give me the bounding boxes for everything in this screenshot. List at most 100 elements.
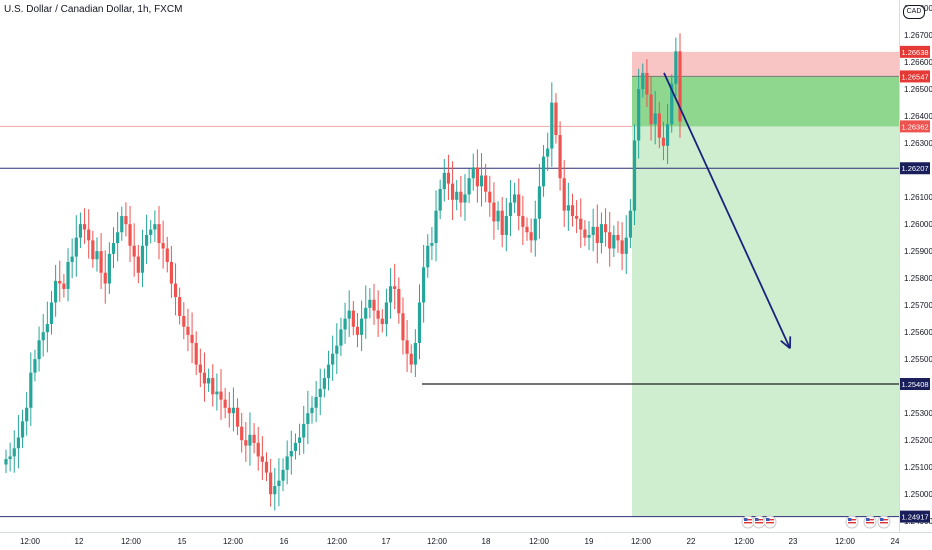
time-tick-label: 23 [789,537,798,546]
time-tick-label: 12:00 [121,537,142,546]
event-flag-stripe [755,519,763,521]
candle-body [111,243,116,254]
candle-body [331,353,335,365]
candle-body [347,310,351,319]
candle-body [124,216,128,225]
candle-body [120,216,124,233]
price-axis[interactable]: 1.268001.267001.266001.265001.264001.263… [904,4,932,526]
candle-body [264,461,269,473]
candle-body [74,237,78,257]
candle-body [202,372,207,384]
price-tick-label: 1.25600 [904,328,932,337]
candle-body [388,286,393,303]
candle-body [632,140,637,211]
candle-body [169,261,173,284]
arrow-head [780,340,791,350]
candle-body [492,202,496,222]
event-flag-stripe [755,522,763,524]
price-tick-label: 1.25800 [904,274,932,283]
candle-body [273,486,277,495]
event-flag-canton [766,518,770,521]
currency-badge[interactable]: CAD [903,5,925,19]
price-label-text: 1.25408 [901,380,928,389]
candle-body [417,302,422,343]
price-labels: 1.26638 1.26547 1.26362 1.26207 1.25408 1.249… [900,45,930,523]
time-tick-label: 12:00 [327,537,348,546]
event-flag-stripe [848,522,856,524]
candle-body [504,216,508,235]
candle-body [310,407,314,414]
candle-body [459,191,463,203]
candle-body [297,437,302,443]
price-tick-label: 1.26600 [904,58,932,67]
candle-body [517,194,521,217]
price-label-box [900,378,930,391]
candle-body [587,234,591,238]
time-tick-label: 12:00 [427,537,448,546]
candle-body [653,113,657,125]
candle-body [550,102,554,149]
price-tick-label: 1.25100 [904,463,932,472]
time-tick-label: 18 [482,537,491,546]
candle-body [384,302,389,325]
candle-body [351,310,355,327]
candle-body [554,102,558,136]
candle-body [103,272,107,284]
candle-body [678,51,682,122]
candle-body [78,224,83,238]
candle-body [178,297,182,316]
candle-body [380,318,384,325]
candle-body [116,232,120,244]
candle-body [25,407,29,422]
candle-body [575,216,579,219]
candle-body [149,229,153,235]
candle-body [595,226,599,244]
candle-body [54,280,58,303]
candle-body [70,256,74,262]
candle-body [33,359,37,373]
time-axis[interactable]: 12:00 12 12:00 15 12:00 16 12:00 17 12:00 18 12:00… [20,537,900,546]
candle-body [364,307,368,319]
price-tick-label: 1.25200 [904,436,932,445]
candle-body [397,288,401,314]
price-tick-label: 1.25000 [904,490,932,499]
candle-body [16,437,21,449]
candle-body [293,442,298,451]
candle-body [413,342,417,365]
event-flag-stripe [866,522,874,524]
candle-body [326,364,331,379]
candle-body [99,251,103,273]
candle-body [107,253,111,284]
candle-body [157,224,161,244]
candle-body [591,226,595,235]
candle-body [533,218,537,241]
event-flag-icon [863,515,877,529]
candle-body [41,332,45,341]
price-tick-label: 1.25900 [904,247,932,256]
event-flag-stripe [744,522,752,524]
price-tick-label: 1.25300 [904,409,932,418]
candle-body [393,286,397,289]
event-flag-stripe [744,519,752,521]
candle-body [529,232,533,241]
candle-body [442,172,446,190]
price-tick-label: 1.26700 [904,31,932,40]
time-tick-label: 17 [382,537,391,546]
event-flag-stripe [880,519,888,521]
candle-body [128,224,132,246]
stop-zone [632,51,899,77]
candle-body [4,459,8,465]
candle-body [318,388,322,397]
price-label-box [900,162,930,175]
candle-body [339,329,343,346]
event-flag-stripe [866,519,874,521]
candle-body [194,342,198,365]
candle-body [463,194,467,203]
price-tick-label: 1.26400 [904,112,932,121]
candle-body [66,261,70,289]
candle-body [562,178,566,211]
candle-body [471,167,475,179]
price-tick-label: 1.26100 [904,193,932,202]
candle-body [198,364,202,373]
